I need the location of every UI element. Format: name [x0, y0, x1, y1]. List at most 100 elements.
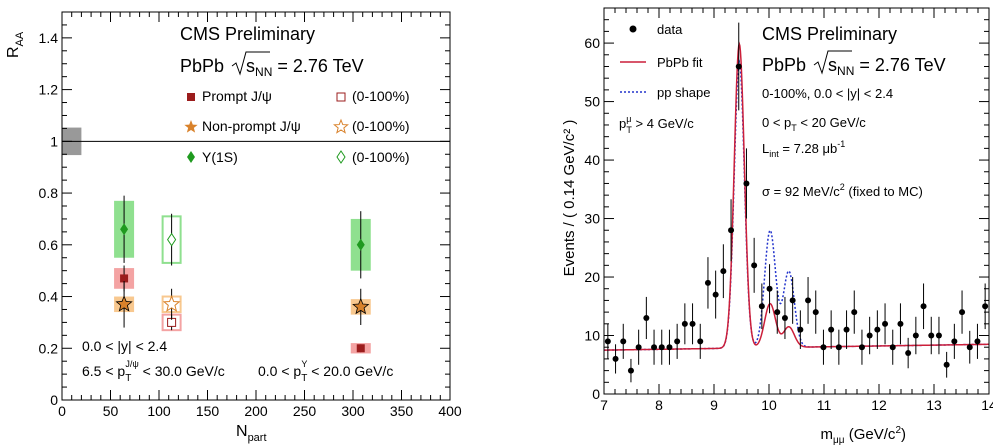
legend-prompt-mb-label: (0-100%): [352, 88, 410, 104]
data-point: [627, 367, 634, 374]
x-tick-label: 10: [761, 397, 777, 413]
x-tick-label: 150: [196, 403, 220, 419]
data-point: [604, 338, 611, 345]
data-point: [951, 338, 958, 345]
y-tick-label: 1: [50, 133, 58, 149]
pp-shape-curve: [603, 59, 990, 351]
legend-prompt-mb-marker: [336, 92, 346, 102]
data-point: [758, 303, 765, 310]
data-point: [735, 63, 742, 70]
legend-upsilon-mb-marker: [336, 150, 346, 164]
data-point: [704, 279, 711, 286]
collision-energy-label: PbPb sNN = 2.76 TeV: [180, 56, 364, 79]
data-point: [882, 320, 889, 327]
marker-nonprompt-jpsi: [115, 295, 133, 312]
data-point: [966, 344, 973, 351]
data-point: [851, 309, 858, 316]
y-tick-label: 1.4: [39, 30, 59, 46]
legend-pp-label: pp shape: [657, 85, 711, 100]
data-point: [935, 332, 942, 339]
data-point: [674, 338, 681, 345]
data-point: [712, 291, 719, 298]
legend-nonprompt-mb-label: (0-100%): [352, 118, 410, 134]
axis-ticks: 0 50 100 150 200 250 300 350 400 0.2 0.4 0.6 0.8 1 1.2…: [39, 12, 462, 419]
y-tick-label: 10: [584, 328, 600, 344]
data-point: [866, 332, 873, 339]
marker-upsilon: [356, 238, 365, 251]
data-point: [774, 309, 781, 316]
axis-ticks: 7 8 9 10 11 12 13 14 0 10 20 30 40 50 60: [584, 8, 993, 413]
x-tick-label: 250: [293, 403, 317, 419]
data-point: [812, 309, 819, 316]
x-tick-label: 350: [390, 403, 414, 419]
chart-title: CMS Preliminary: [180, 24, 315, 44]
data-point: [905, 350, 912, 357]
y-tick-label: 0.6: [39, 237, 59, 253]
data-point: [820, 344, 827, 351]
marker-upsilon: [120, 223, 129, 236]
y-tick-label: 30: [584, 211, 600, 227]
legend-fit-label: PbPb fit: [657, 55, 703, 70]
y-tick-label: 0: [592, 386, 600, 402]
legend-nonprompt-label: Non-prompt J/ψ: [202, 118, 301, 134]
data-point: [666, 344, 673, 351]
x-tick-label: 400: [438, 403, 462, 419]
x-tick-label: 200: [244, 403, 268, 419]
x-axis-title: Npart: [236, 423, 267, 444]
data-point: [982, 303, 989, 310]
x-axis-title: mμμ (GeV/c2): [821, 425, 906, 446]
data-point: [843, 326, 850, 333]
data-point: [766, 285, 773, 292]
y-tick-label: 40: [584, 152, 600, 168]
y-axis-title: RAA: [5, 31, 26, 58]
resolution-label: σ = 92 MeV/c2 (fixed to MC): [762, 182, 923, 199]
x-tick-label: 300: [341, 403, 365, 419]
y-axis-title: Events / ( 0.14 GeV/c² ): [561, 120, 578, 277]
data-point: [658, 344, 665, 351]
data-point: [689, 320, 696, 327]
marker-prompt-jpsi: [356, 344, 365, 353]
data-point: [974, 338, 981, 345]
collision-energy-label: PbPb sNN = 2.76 TeV: [762, 55, 946, 78]
raa-vs-npart-chart: 0 50 100 150 200 250 300 350 400 0.2 0.4 0.6 0.8 1 1.2…: [5, 11, 462, 444]
legend-upsilon-marker: [187, 151, 195, 163]
marker-prompt-jpsi: [120, 274, 129, 283]
data-point: [897, 320, 904, 327]
data-point: [874, 326, 881, 333]
y-tick-label: 20: [584, 269, 600, 285]
data-point: [805, 297, 812, 304]
data-point: [651, 344, 658, 351]
data-point: [912, 332, 919, 339]
data-point: [828, 326, 835, 333]
legend-prompt-label: Prompt J/ψ: [202, 88, 272, 104]
sqrt-sign: [813, 50, 852, 75]
marker-upsilon-mb: [167, 232, 177, 247]
muon-pt-cut-label: pμ T > 4 GeV/c: [619, 114, 694, 135]
data-points: [604, 22, 989, 383]
star-glyph: [184, 120, 198, 133]
x-tick-label: 100: [147, 403, 171, 419]
x-tick-label: 0: [58, 403, 66, 419]
data-point: [635, 344, 642, 351]
marker-nonprompt-jpsi-mb: [162, 294, 181, 312]
data-point: [681, 320, 688, 327]
x-tick-label: 50: [103, 403, 119, 419]
data-point: [928, 332, 935, 339]
data-point: [835, 344, 842, 351]
dimuon-mass-chart: 7 8 9 10 11 12 13 14 0 10 20 30 40 50 60 data PbPb fit…: [561, 7, 993, 446]
marker-nonprompt-jpsi: [352, 297, 370, 315]
legend-upsilon-mb-label: (0-100%): [352, 149, 410, 165]
data-point: [743, 180, 750, 187]
y-tick-label: 1.2: [39, 82, 59, 98]
x-tick-label: 9: [710, 397, 718, 413]
data-point: [728, 227, 735, 234]
y-tick-label-zero: 0: [50, 392, 58, 408]
x-tick-label: 14: [981, 397, 993, 413]
data-point: [781, 314, 788, 321]
data-point: [959, 309, 966, 316]
legend-upsilon-label: Υ(1S): [202, 149, 238, 165]
legend-data-label: data: [657, 22, 683, 37]
x-tick-label: 11: [817, 397, 832, 413]
sqrt-sign: [231, 51, 270, 76]
